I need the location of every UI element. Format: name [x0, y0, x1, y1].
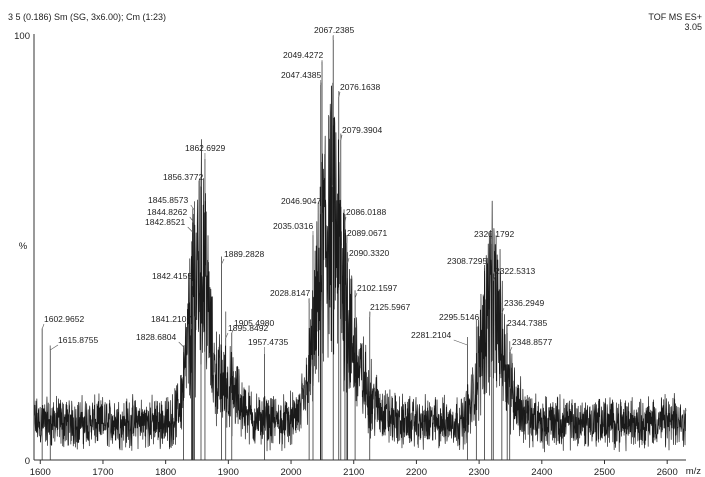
peak-label-16: 2046.9047 — [281, 196, 321, 206]
peak-label-12: 1905.4980 — [234, 318, 274, 328]
peak-label-25: 2102.1597 — [357, 283, 397, 293]
peak-leader-31 — [492, 273, 496, 282]
peak-leader-20 — [338, 91, 341, 98]
peak-leader-12 — [231, 327, 235, 334]
peak-label-33: 2344.7385 — [507, 318, 547, 328]
peak-label-30: 2320.1792 — [474, 229, 514, 239]
peak-leader-22 — [344, 214, 347, 223]
peak-label-0: 1602.9652 — [44, 314, 84, 324]
peak-label-26: 2125.5967 — [370, 302, 410, 312]
peak-label-17: 2047.4385 — [281, 70, 321, 80]
x-tick-label-2300: 2300 — [469, 467, 490, 477]
peak-label-27: 2281.2104 — [411, 330, 451, 340]
peak-label-14: 2028.8147 — [270, 288, 310, 298]
peak-label-2: 1828.6804 — [136, 332, 176, 342]
peak-leader-layer — [41, 35, 513, 354]
peak-label-29: 2308.7295 — [447, 256, 487, 266]
peak-label-18: 2049.4272 — [283, 50, 323, 60]
peak-label-4: 1842.4155 — [152, 271, 192, 281]
x-tick-label-2100: 2100 — [343, 467, 364, 477]
peak-label-32: 2336.2949 — [504, 298, 544, 308]
peak-label-8: 1856.3772 — [163, 172, 203, 182]
header-left-text: 3 5 (0.186) Sm (SG, 3x6.00); Cm (1:23) — [8, 12, 166, 22]
x-tick-label-1800: 1800 — [155, 467, 176, 477]
peak-label-11: 1895.8492 — [228, 323, 268, 333]
peak-label-31: 2322.5313 — [495, 266, 535, 276]
peak-label-24: 2090.3320 — [349, 248, 389, 258]
peak-label-13: 1957.4735 — [248, 337, 288, 347]
peak-leader-10 — [221, 256, 225, 265]
y-axis-label: % — [19, 241, 28, 252]
peak-leader-0 — [41, 323, 45, 330]
peak-label-6: 1844.8262 — [147, 207, 187, 217]
peak-leader-21 — [340, 133, 343, 141]
header-right-text: TOF MS ES+ — [648, 12, 702, 22]
peak-label-layer: 1602.9652 1615.8755 1828.6804 1841.2107 1842… — [44, 25, 552, 347]
x-tick-label-1700: 1700 — [92, 467, 113, 477]
peak-label-28: 2295.5146 — [439, 312, 479, 322]
x-tick-label-1600: 1600 — [30, 467, 51, 477]
peak-label-3: 1841.2107 — [151, 314, 191, 324]
peak-label-15: 2035.0316 — [273, 221, 313, 231]
x-tick-label-2400: 2400 — [531, 467, 552, 477]
spectrum-noise-trace — [33, 82, 687, 453]
y-tick-label-100: 100 — [14, 31, 30, 42]
peak-leader-5 — [187, 222, 193, 233]
peak-label-22: 2086.0188 — [346, 207, 386, 217]
peak-label-34: 2348.8577 — [512, 337, 552, 347]
peak-leader-34 — [509, 341, 513, 353]
peak-label-7: 1845.8573 — [148, 195, 188, 205]
peak-leader-7 — [190, 201, 195, 211]
peak-leader-32 — [501, 303, 505, 314]
peak-leader-24 — [347, 252, 350, 264]
x-tick-label-2500: 2500 — [594, 467, 615, 477]
peak-leader-27 — [453, 337, 468, 346]
x-tick-layer: 1600 1700 1800 1900 2000 2100 2200 2300 2400 2500… — [30, 460, 678, 477]
peak-label-9: 1862.6929 — [185, 143, 225, 153]
x-tick-label-2000: 2000 — [280, 467, 301, 477]
x-tick-label-2600: 2600 — [657, 467, 678, 477]
peak-leader-2 — [178, 341, 184, 348]
peak-label-23: 2089.0671 — [347, 228, 387, 238]
peak-leader-1 — [49, 344, 59, 351]
peak-label-20: 2076.1638 — [340, 82, 380, 92]
peak-label-10: 1889.2828 — [224, 249, 264, 259]
x-tick-label-2200: 2200 — [406, 467, 427, 477]
peak-leader-25 — [354, 290, 358, 299]
axis-layer: 100 0 % m/z — [14, 31, 701, 477]
peak-leader-11 — [225, 311, 229, 339]
peak-label-1: 1615.8755 — [58, 335, 98, 345]
peak-label-5: 1842.8521 — [145, 217, 185, 227]
y-tick-label-0: 0 — [25, 456, 30, 467]
header-right-sub-text: 3.05 — [684, 22, 702, 32]
x-axis-label: m/z — [686, 466, 702, 477]
peak-label-19: 2067.2385 — [314, 25, 354, 35]
x-tick-label-1900: 1900 — [218, 467, 239, 477]
peak-leader-6 — [189, 214, 195, 223]
peak-label-21: 2079.3904 — [342, 125, 382, 135]
spectrum-trace-layer — [33, 36, 687, 460]
